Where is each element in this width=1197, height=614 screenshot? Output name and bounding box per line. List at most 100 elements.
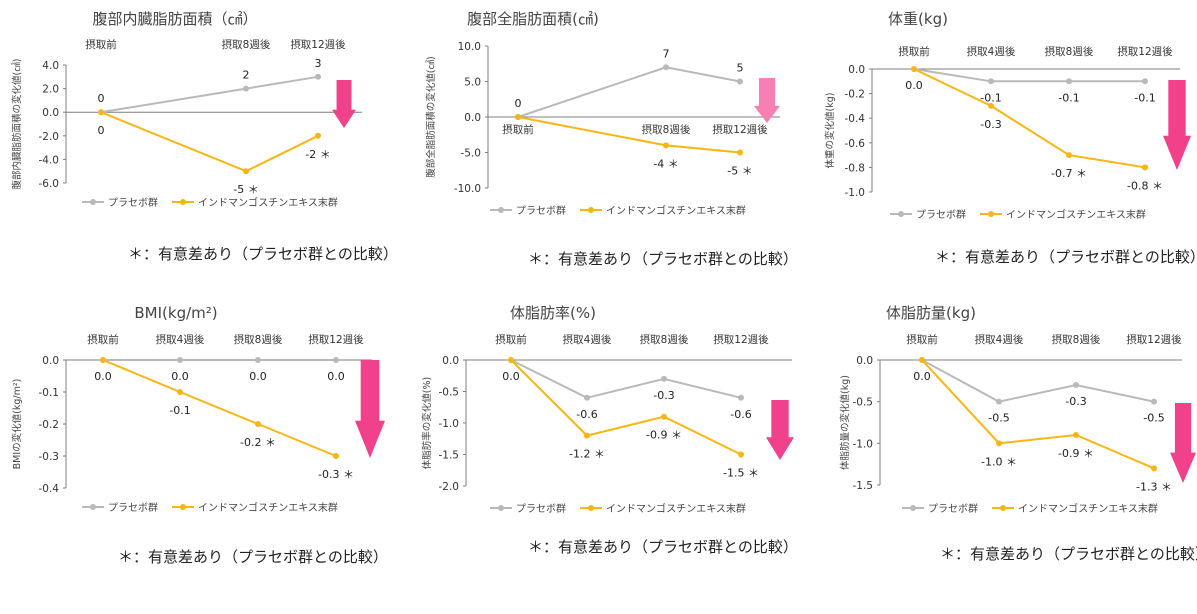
legend-placebo-marker [898,211,904,217]
placebo-series-line [921,359,1155,403]
y-tick-label: 10.0 [458,41,481,53]
placebo-series-line [510,359,742,399]
placebo-series-line [913,68,1145,83]
x-category-label: 摂取12週後 [713,333,769,346]
y-tick-label: 0.0 [42,355,59,367]
treatment-series-line [517,116,741,154]
treatment-data-label: -0.2 ＊ [240,436,276,449]
treatment-data-label: -1.5 ＊ [723,467,759,480]
chart-bmi: BMI(kg/m²) 0.0 -0.1 -0.2 -0.3 -0.4 BMIの変化値(kg/… [11,304,385,514]
treatment-data-point [919,357,925,363]
placebo-data-label: -0.6 [730,408,751,421]
treatment-data-label: -1.3 ＊ [1136,480,1172,493]
legend-placebo-marker [910,505,916,511]
placebo-data-point [315,73,321,80]
y-axis-title: 体脂肪量の変化値(kg) [839,375,851,470]
placebo-series-line [100,75,319,114]
treatment-data-label: -1.0 ＊ [981,455,1017,468]
placebo-data-point [996,398,1002,405]
y-axis-title: 体重の変化値(kg) [824,93,836,169]
chart-title: 腹部全脂肪面積(㎠) [467,10,599,28]
treatment-series-line [510,359,742,456]
placebo-data-label: 0.0 [502,370,520,383]
y-tick-label: -0.4 [39,483,60,495]
y-tick-label: -0.3 [39,451,60,463]
treatment-data-label: -0.1 [169,404,190,417]
x-category-label: 摂取4週後 [156,333,205,346]
placebo-data-label: 2 [243,69,250,82]
legend-treatment-label: インドマンゴスチンエキス末群 [606,204,746,217]
legend-placebo-label: プラセボ群 [516,204,566,217]
x-category-label: 摂取4週後 [967,45,1016,58]
treatment-data-point [1151,465,1157,472]
y-tick-label: -6.0 [39,178,60,190]
y-tick-label: -1.0 [845,187,866,199]
placebo-data-label: 0.0 [905,79,923,92]
x-category-label: 摂取前 [906,333,938,346]
placebo-data-label: 0.0 [94,370,112,383]
treatment-data-label: -5 ＊ [727,165,752,178]
legend-placebo-label: プラセボ群 [916,208,966,221]
significance-note: ＊：有意差あり（プラセボ群との比較） [528,250,798,268]
placebo-data-point [243,85,249,92]
chart-total-fat-area: 腹部全脂肪面積(㎠) 10.0 5.0 0.0 -5.0 -10.0 腹部全脂肪面積の変化値… [425,10,780,217]
placebo-data-point [1073,382,1079,388]
placebo-data-label: 3 [315,57,322,70]
treatment-data-label: -0.3 ＊ [318,468,354,481]
placebo-data-point [737,78,743,85]
y-tick-label: -1.5 [439,450,460,462]
chart-title: BMI(kg/m²) [134,304,217,322]
placebo-data-point [738,394,744,401]
x-category-label: 摂取前 [87,333,119,346]
legend-placebo-label: プラセボ群 [516,502,566,515]
treatment-data-point [584,432,590,439]
y-tick-label: 0.0 [848,64,865,76]
y-tick-label: 2.0 [42,84,59,96]
chart-title: 体脂肪率(%) [510,304,596,322]
x-category-label: 摂取4週後 [975,333,1024,346]
placebo-data-label: -0.6 [576,408,597,421]
treatment-data-label: -0.9 ＊ [1058,447,1094,460]
placebo-series-line [517,66,741,118]
chart-body-weight: 体重(kg) 0.0 -0.2 -0.4 -0.6 -0.8 -1.0 体重の変化値(kg) 摂… [824,10,1191,221]
legend-placebo-marker [90,504,96,510]
placebo-data-label: 0.0 [327,370,345,383]
y-tick-label: -0.1 [39,387,60,399]
y-tick-label: 0.0 [464,112,481,124]
x-category-label: 摂取前 [495,333,527,346]
significance-note: ＊：有意差あり（プラセボ群との比較） [935,248,1197,266]
legend-treatment-label: インドマンゴスチンエキス末群 [606,502,746,515]
treatment-data-point [661,413,667,420]
placebo-data-label: -0.5 [1143,412,1164,425]
treatment-data-point [333,453,339,459]
chart-body-fat-percentage: 体脂肪率(%) 0.0 -0.5 -1.0 -1.5 -2.0 体脂肪率の変化値(%) 摂取前… [421,304,794,515]
treatment-data-point [508,357,514,363]
treatment-data-point [255,421,261,427]
chart-title: 体重(kg) [888,10,948,28]
legend-treatment-marker [988,211,994,217]
y-tick-label: 4.0 [42,60,59,72]
placebo-data-point [988,78,994,85]
x-category-label: 摂取8週後 [1045,45,1094,58]
x-category-label: 摂取4週後 [563,333,612,346]
y-tick-label: -0.4 [845,113,866,125]
treatment-data-label: -0.7 ＊ [1051,167,1087,180]
y-axis-title: 腹部内臓脂肪面積の変化値(㎠) [11,59,23,190]
x-category-label: 摂取12週後 [1117,45,1173,58]
legend-treatment-label: インドマンゴスチンエキス末群 [198,501,338,514]
placebo-data-point [255,357,261,363]
treatment-series-line [100,111,319,173]
treatment-data-point [315,132,321,139]
y-tick-label: -5.0 [461,148,482,160]
chart-title: 体脂肪量(kg) [886,304,976,322]
treatment-data-label: -0.3 [980,118,1001,131]
x-category-label: 摂取12週後 [308,333,364,346]
y-tick-label: -2.0 [439,481,460,493]
treatment-data-point [243,168,249,175]
y-tick-label: -0.5 [853,397,874,409]
y-tick-label: -0.5 [439,387,460,399]
treatment-data-point [663,142,669,149]
chart-title: 腹部内臓脂肪面積（㎠） [92,10,257,28]
placebo-data-label: -0.1 [1058,91,1079,104]
